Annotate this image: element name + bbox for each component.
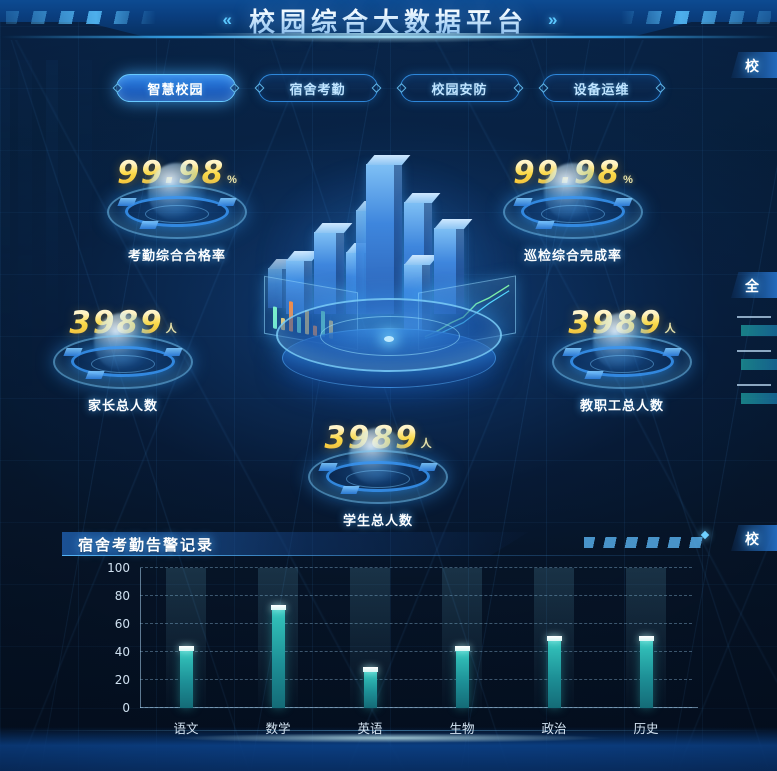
stat-label: 教职工总人数 xyxy=(579,398,664,413)
bar[interactable] xyxy=(454,645,470,708)
bar-cap xyxy=(270,605,286,610)
page-header: « 校园综合大数据平台 » xyxy=(0,0,777,46)
stat-attendance-pass-rate[interactable]: 99.98 % 考勤综合合格率 xyxy=(82,155,272,264)
stat-disc-icon xyxy=(552,313,692,389)
bar-cap xyxy=(362,666,378,672)
chevron-right-icon: » xyxy=(548,10,558,29)
x-axis-tick-label: 生物 xyxy=(449,722,475,736)
panel-header: 宿舍考勤告警记录 xyxy=(62,528,710,558)
side-panel-header: 校 xyxy=(731,525,777,551)
bar[interactable] xyxy=(270,605,286,708)
y-axis-tick-label: 60 xyxy=(114,617,130,631)
disc-tick xyxy=(613,198,633,206)
bar-cap xyxy=(638,635,654,641)
stat-parent-total[interactable]: 3989 人 家长总人数 xyxy=(28,305,218,414)
platform-core-light xyxy=(384,336,394,342)
building-block xyxy=(366,164,402,314)
tab-bar: 智慧校园 宿舍考勤 校园安防 设备运维 xyxy=(0,74,777,102)
disc-tick xyxy=(85,371,105,379)
title-wrap: « 校园综合大数据平台 » xyxy=(0,0,777,40)
stat-label: 学生总人数 xyxy=(342,513,413,528)
y-axis-tick-label: 80 xyxy=(114,589,130,603)
side-panel-title: 全 xyxy=(745,278,759,294)
list-item[interactable] xyxy=(731,376,777,410)
y-axis-tick-label: 20 xyxy=(114,673,130,687)
side-panel-title: 校 xyxy=(745,531,759,547)
row-line xyxy=(737,316,771,318)
stat-disc-icon xyxy=(53,313,193,389)
row-line xyxy=(737,384,771,386)
side-panel-campus-bottom[interactable]: 校 xyxy=(731,525,777,635)
disc-tick xyxy=(318,463,338,471)
bar[interactable] xyxy=(638,635,654,708)
disc-tick xyxy=(662,348,682,356)
bar-cap xyxy=(178,645,194,651)
tab-equipment-ops[interactable]: 设备运维 xyxy=(541,74,662,102)
disc-tick xyxy=(117,198,137,206)
chart-plot-area: 0 20 40 60 80 100 语文 数学 英语 生物 政治 历史 xyxy=(107,561,698,736)
side-panel-header: 全 xyxy=(731,272,777,298)
tab-smart-campus[interactable]: 智慧校园 xyxy=(115,74,236,102)
page-title: 校园综合大数据平台 xyxy=(249,2,528,39)
bar-slot[interactable]: 英语 xyxy=(324,568,416,736)
list-item[interactable] xyxy=(731,342,777,376)
bar-slot[interactable]: 历史 xyxy=(600,568,692,736)
stat-student-total[interactable]: 3989 人 学生总人数 xyxy=(283,420,473,529)
x-axis-tick-label: 政治 xyxy=(541,722,567,736)
stat-label: 考勤综合合格率 xyxy=(127,248,226,263)
stat-label: 家长总人数 xyxy=(87,398,158,413)
row-chip xyxy=(741,393,777,404)
panel-header-line xyxy=(62,555,710,556)
bar-chart: 0 20 40 60 80 100 语文 数学 英语 生物 政治 历史 xyxy=(62,561,710,752)
disc-tick xyxy=(63,348,83,356)
bar-cap xyxy=(546,635,562,641)
disc-tick xyxy=(139,221,159,229)
chart-bars: 语文 数学 英语 生物 政治 历史 xyxy=(140,568,692,736)
x-axis-tick-label: 数学 xyxy=(265,722,291,736)
row-chip xyxy=(741,325,777,336)
dorm-attendance-alert-panel: 宿舍考勤告警记录 0 20 40 60 80 100 语文 数学 英语 生物 政治 历史 xyxy=(62,528,710,754)
disc-tick xyxy=(340,486,360,494)
y-axis-tick-label: 100 xyxy=(107,561,130,575)
bar-cap xyxy=(454,645,470,651)
stat-disc-icon xyxy=(503,163,643,239)
side-panel-title: 校 xyxy=(745,58,759,74)
stat-staff-total[interactable]: 3989 人 教职工总人数 xyxy=(527,305,717,414)
stat-disc-icon xyxy=(107,163,247,239)
disc-tick xyxy=(535,221,555,229)
panel-title: 宿舍考勤告警记录 xyxy=(78,537,215,554)
x-axis-tick-label: 语文 xyxy=(173,722,199,736)
disc-tick xyxy=(418,463,438,471)
bar[interactable] xyxy=(546,635,562,708)
x-axis-tick-label: 历史 xyxy=(633,722,659,736)
disc-tick xyxy=(217,198,237,206)
row-chip xyxy=(741,359,777,370)
disc-tick xyxy=(513,198,533,206)
list-item[interactable] xyxy=(731,308,777,342)
bar-slot[interactable]: 政治 xyxy=(508,568,600,736)
stat-inspection-completion-rate[interactable]: 99.98 % 巡检综合完成率 xyxy=(478,155,668,264)
disc-tick xyxy=(562,348,582,356)
disc-tick xyxy=(163,348,183,356)
tab-campus-security[interactable]: 校园安防 xyxy=(399,74,520,102)
bar[interactable] xyxy=(178,645,194,708)
bar-slot[interactable]: 语文 xyxy=(140,568,232,736)
panel-decoration-icon xyxy=(584,537,704,548)
side-panel-rows xyxy=(731,298,777,410)
bar-slot[interactable]: 生物 xyxy=(416,568,508,736)
stat-label: 巡检综合完成率 xyxy=(523,248,622,263)
side-panel-campus-middle[interactable]: 全 xyxy=(731,272,777,452)
row-line xyxy=(737,350,771,352)
disc-tick xyxy=(584,371,604,379)
y-axis-tick-label: 40 xyxy=(114,645,130,659)
bar[interactable] xyxy=(362,666,378,708)
tab-dorm-attendance[interactable]: 宿舍考勤 xyxy=(257,74,378,102)
chevron-left-icon: « xyxy=(222,10,233,29)
stat-disc-icon xyxy=(308,428,448,504)
x-axis-tick-label: 英语 xyxy=(357,722,383,736)
y-axis-tick-label: 0 xyxy=(122,701,130,715)
bar-slot[interactable]: 数学 xyxy=(232,568,324,736)
